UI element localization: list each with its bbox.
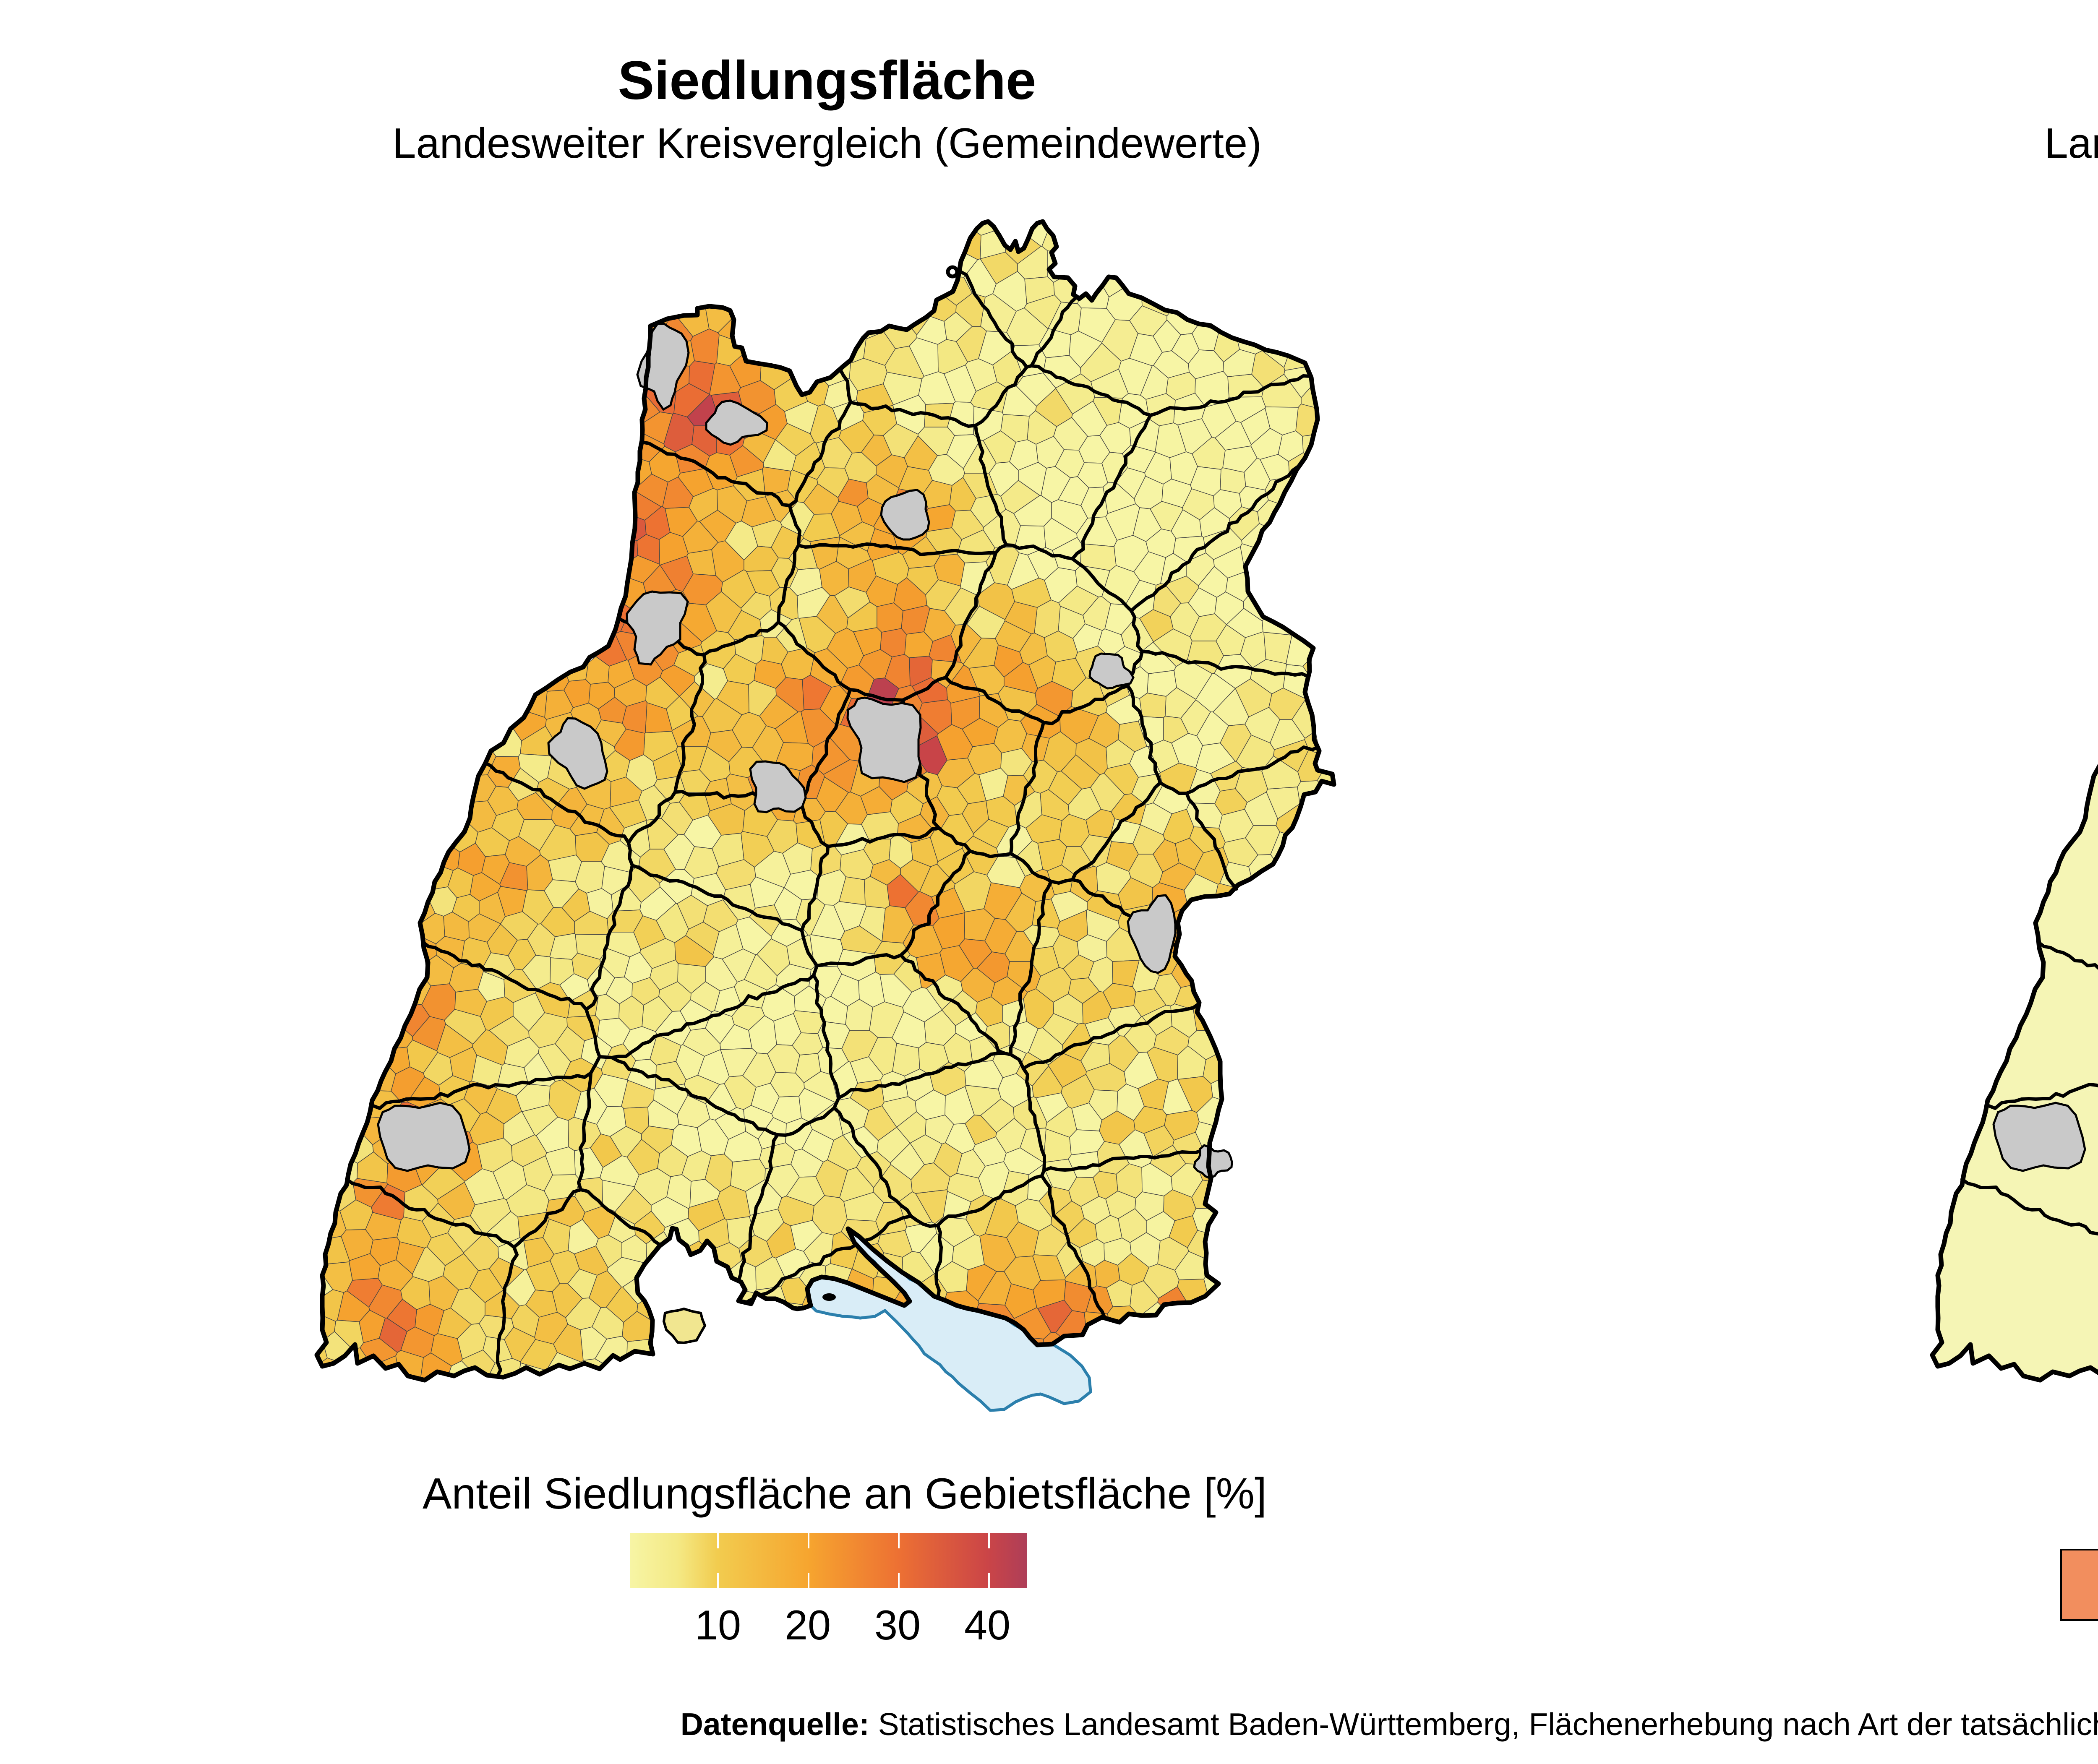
svg-text:Siedlungsfläche: Siedlungsfläche — [618, 50, 1036, 111]
svg-text:Anteil Siedlungsfläche an Gebi: Anteil Siedlungsfläche an Gebietsfläche … — [423, 1470, 1267, 1518]
svg-text:40: 40 — [964, 1602, 1010, 1648]
svg-text:Landesweiter Kreisvergleich (G: Landesweiter Kreisvergleich (Gemeindewer… — [392, 120, 1261, 167]
svg-text:Datenquelle: Statistisches Lan: Datenquelle: Statistisches Landesamt Bad… — [681, 1707, 2098, 1742]
svg-text:30: 30 — [874, 1602, 921, 1648]
svg-text:10: 10 — [695, 1602, 741, 1648]
svg-text:20: 20 — [785, 1602, 831, 1648]
svg-text:Landesweiter Kreisvergleich (K: Landesweiter Kreisvergleich (Kreisklasse… — [2044, 120, 2098, 167]
